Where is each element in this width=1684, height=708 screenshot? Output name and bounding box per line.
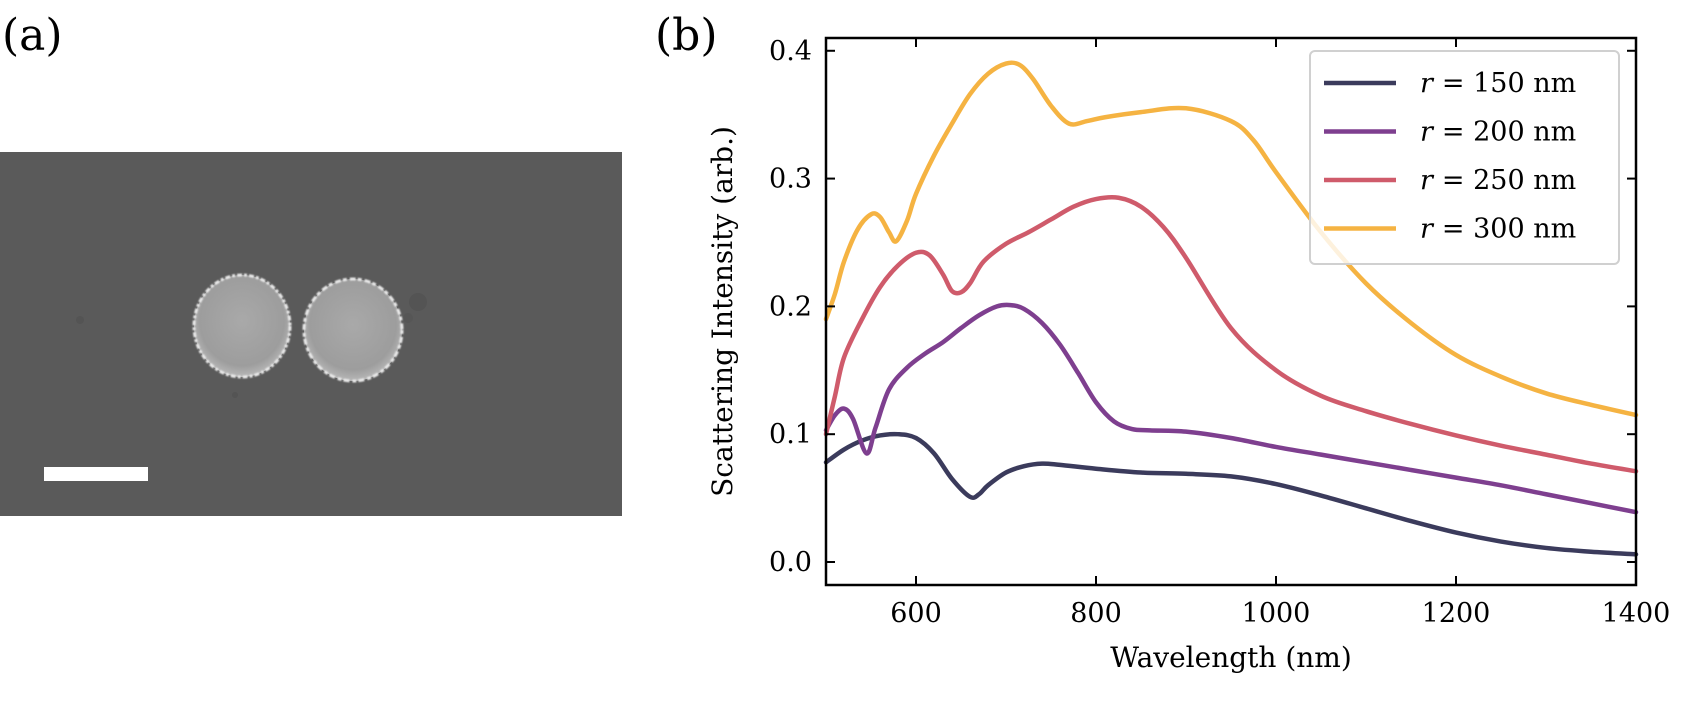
nanodisk-left <box>192 273 292 379</box>
panel-label-b: (b) <box>655 10 718 61</box>
sem-speck <box>232 392 238 398</box>
x-tick-label: 600 <box>890 598 942 629</box>
legend-label-2: r = 250 nm <box>1420 165 1576 196</box>
sem-speck <box>403 313 413 323</box>
axis-ticks <box>826 38 1637 585</box>
legend-box <box>1309 50 1620 265</box>
tick-labels: 600 800 1000 1200 1400 0.0 0.1 0.2 0.3 0.4 <box>769 36 1670 629</box>
x-tick-label: 1200 <box>1422 598 1491 629</box>
plot-frame <box>824 36 1638 587</box>
legend-label-1: r = 200 nm <box>1420 117 1576 148</box>
series-line-1 <box>823 302 1639 515</box>
plot-lines <box>823 60 1639 557</box>
y-axis-title: Scattering Intensity (arb.) <box>706 126 739 497</box>
sem-speck <box>409 293 427 311</box>
y-tick-label: 0.0 <box>769 547 812 578</box>
legend-label-0: r = 150 nm <box>1420 68 1576 99</box>
series-line-0 <box>823 431 1639 557</box>
y-tick-label: 0.2 <box>769 291 812 322</box>
sem-speck <box>76 316 84 324</box>
y-tick-label: 0.4 <box>769 36 812 67</box>
series-line-2 <box>823 194 1639 474</box>
sem-image-panel <box>0 152 622 516</box>
x-tick-label: 1000 <box>1242 598 1311 629</box>
y-tick-label: 0.1 <box>769 419 812 450</box>
series-line-3 <box>823 60 1639 418</box>
y-tick-label: 0.3 <box>769 164 812 195</box>
scale-bar <box>44 467 148 481</box>
legend-label-3: r = 300 nm <box>1420 214 1576 245</box>
legend: r = 150 nm r = 200 nm r = 250 nm r = 300 nm <box>1309 50 1620 265</box>
panel-label-a: (a) <box>2 10 63 61</box>
x-axis-title: Wavelength (nm) <box>1110 641 1352 674</box>
x-tick-label: 1400 <box>1602 598 1671 629</box>
x-tick-label: 800 <box>1070 598 1122 629</box>
nanodisk-right <box>302 277 404 383</box>
